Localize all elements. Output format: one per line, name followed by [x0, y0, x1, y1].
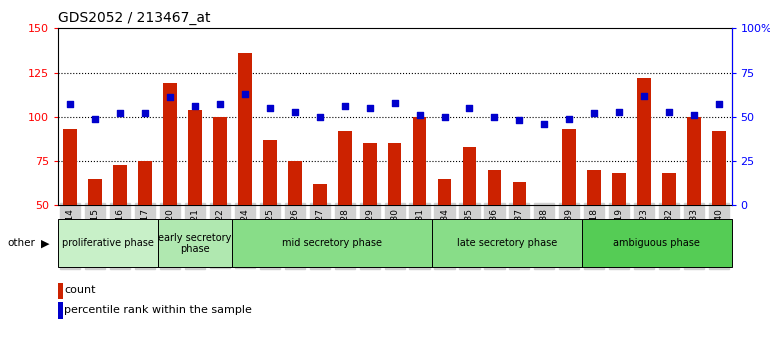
Point [638, 93, 651, 98]
Bar [338, 131, 352, 205]
Point [189, 103, 201, 109]
Bar [588, 170, 601, 205]
Point [289, 109, 301, 114]
Bar [363, 143, 377, 205]
Point [64, 102, 76, 107]
Point [713, 102, 725, 107]
Bar [413, 117, 427, 205]
Bar [487, 170, 501, 205]
Text: GDS2052 / 213467_at: GDS2052 / 213467_at [58, 11, 210, 25]
Text: ▶: ▶ [41, 238, 49, 249]
Bar [158, 219, 233, 267]
Text: ambiguous phase: ambiguous phase [613, 238, 700, 249]
Point [89, 116, 102, 121]
Bar [638, 78, 651, 205]
Text: mid secretory phase: mid secretory phase [283, 238, 382, 249]
Point [613, 109, 625, 114]
Bar [233, 219, 432, 267]
Bar [432, 219, 582, 267]
Bar [139, 161, 152, 205]
Bar [188, 110, 202, 205]
Text: count: count [64, 285, 95, 295]
Point [588, 110, 601, 116]
Bar [58, 219, 158, 267]
Text: percentile rank within the sample: percentile rank within the sample [64, 305, 252, 315]
Point [388, 100, 400, 105]
Point [164, 95, 176, 100]
Point [313, 114, 326, 120]
Bar [89, 179, 102, 205]
Bar [288, 161, 302, 205]
Bar [388, 143, 401, 205]
Text: late secretory phase: late secretory phase [457, 238, 557, 249]
Point [339, 103, 351, 109]
Point [514, 118, 526, 123]
Point [239, 91, 251, 97]
Bar [263, 140, 276, 205]
Point [563, 116, 575, 121]
Point [438, 114, 450, 120]
Text: other: other [8, 238, 35, 249]
Bar [513, 182, 526, 205]
Bar [582, 219, 732, 267]
Point [413, 112, 426, 118]
Point [488, 114, 500, 120]
Bar [712, 131, 726, 205]
Bar [437, 179, 451, 205]
Bar [113, 165, 127, 205]
Point [214, 102, 226, 107]
Point [139, 110, 151, 116]
Point [688, 112, 700, 118]
Point [363, 105, 376, 111]
Point [263, 105, 276, 111]
Point [114, 110, 126, 116]
Bar [163, 83, 177, 205]
Bar [687, 117, 701, 205]
Bar [313, 184, 326, 205]
Bar [463, 147, 477, 205]
Text: early secretory
phase: early secretory phase [159, 233, 232, 254]
Bar [63, 129, 77, 205]
Point [663, 109, 675, 114]
Bar [662, 173, 676, 205]
Text: proliferative phase: proliferative phase [62, 238, 153, 249]
Bar [562, 129, 576, 205]
Bar [238, 53, 252, 205]
Bar [213, 117, 227, 205]
Point [464, 105, 476, 111]
Point [538, 121, 551, 127]
Bar [612, 173, 626, 205]
